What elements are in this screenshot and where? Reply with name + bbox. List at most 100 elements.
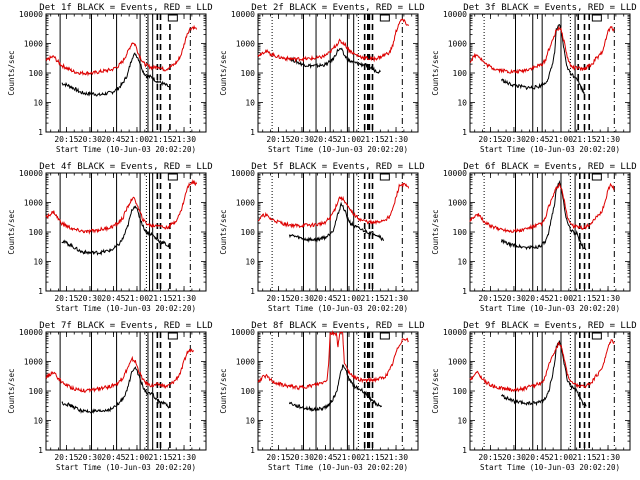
x-tick-label: 20:45 <box>525 135 549 144</box>
series-line-lld <box>257 18 410 63</box>
attenuator-box <box>591 332 602 340</box>
x-tick-label: 20:30 <box>290 135 314 144</box>
panel-title: Det 6f BLACK = Events, RED = LLD <box>463 162 636 172</box>
x-tick-label: 20:30 <box>290 294 314 303</box>
series-line-events <box>288 364 383 412</box>
y-tick-label: 10000 <box>19 328 43 337</box>
x-tick-label: 20:15 <box>266 294 290 303</box>
x-axis-label: Start Time (10-Jun-03 20:02:20) <box>268 304 408 313</box>
attenuator-box <box>379 173 390 181</box>
x-tick-label: 21:15 <box>360 294 384 303</box>
y-tick-label: 1 <box>462 128 467 137</box>
x-tick-label: 20:30 <box>502 294 526 303</box>
y-tick-label: 100 <box>241 69 256 78</box>
x-tick-label: 20:15 <box>266 453 290 462</box>
attenuator-box <box>591 14 602 22</box>
series-line-events <box>288 201 384 243</box>
x-tick-label: 21:15 <box>148 453 172 462</box>
x-axis-label: Start Time (10-Jun-03 20:02:20) <box>56 463 196 472</box>
panel-title: Det 2f BLACK = Events, RED = LLD <box>251 3 424 13</box>
y-tick-label: 1 <box>250 446 255 455</box>
y-tick-label: 10000 <box>19 169 43 178</box>
x-tick-label: 20:30 <box>290 453 314 462</box>
x-tick-label: 20:45 <box>313 135 337 144</box>
chart-panel-1: Det 1f BLACK = Events, RED = LLD 1 10 100 10… <box>7 3 213 154</box>
x-tick-label: 21:15 <box>360 135 384 144</box>
x-tick-label: 21:30 <box>172 294 196 303</box>
y-tick-label: 100 <box>241 387 256 396</box>
y-tick-label: 10 <box>457 99 467 108</box>
x-tick-label: 20:45 <box>525 294 549 303</box>
panel-title: Det 3f BLACK = Events, RED = LLD <box>463 3 636 13</box>
x-tick-label: 20:15 <box>478 135 502 144</box>
series-line-lld <box>45 179 198 235</box>
x-tick-label: 21:00 <box>125 453 149 462</box>
x-tick-label: 21:30 <box>172 135 196 144</box>
series-line-lld <box>45 348 194 394</box>
y-axis-label: Counts/sec <box>219 209 228 254</box>
y-tick-label: 100 <box>241 228 256 237</box>
x-axis-label: Start Time (10-Jun-03 20:02:20) <box>480 304 620 313</box>
series-line-events <box>500 23 585 94</box>
y-tick-label: 1 <box>250 128 255 137</box>
y-axis-label: Counts/sec <box>219 368 228 413</box>
x-tick-label: 20:45 <box>313 453 337 462</box>
chart-panel-7: Det 7f BLACK = Events, RED = LLD 1 10 100 10… <box>7 321 213 472</box>
x-tick-label: 20:30 <box>78 453 102 462</box>
x-tick-label: 20:30 <box>78 135 102 144</box>
x-tick-label: 21:30 <box>596 135 620 144</box>
attenuator-box <box>379 14 390 22</box>
y-tick-label: 10000 <box>231 169 255 178</box>
series-line-lld <box>469 339 615 393</box>
y-axis-label: Counts/sec <box>7 50 16 95</box>
series-line-events <box>61 366 171 415</box>
panel-title: Det 1f BLACK = Events, RED = LLD <box>39 3 212 13</box>
panel-title: Det 9f BLACK = Events, RED = LLD <box>463 321 636 331</box>
y-tick-label: 10000 <box>231 10 255 19</box>
x-tick-label: 21:30 <box>596 453 620 462</box>
series-line-lld <box>469 25 615 74</box>
y-tick-label: 100 <box>453 387 468 396</box>
x-tick-label: 21:00 <box>549 294 573 303</box>
y-tick-label: 1000 <box>448 199 467 208</box>
x-tick-label: 20:15 <box>54 453 78 462</box>
x-axis-label: Start Time (10-Jun-03 20:02:20) <box>56 304 196 313</box>
x-tick-label: 21:30 <box>172 453 196 462</box>
plot-frame <box>469 172 631 292</box>
plot-frame <box>45 13 207 133</box>
y-axis-label: Counts/sec <box>431 368 440 413</box>
x-tick-label: 21:15 <box>360 453 384 462</box>
series-line-events <box>288 47 381 74</box>
plot-frame <box>45 172 207 292</box>
x-tick-label: 20:45 <box>101 453 125 462</box>
x-axis-label: Start Time (10-Jun-03 20:02:20) <box>268 145 408 154</box>
x-tick-label: 21:15 <box>148 135 172 144</box>
y-tick-label: 10000 <box>443 328 467 337</box>
y-tick-label: 100 <box>453 228 468 237</box>
attenuator-box <box>379 332 390 340</box>
x-tick-label: 21:00 <box>337 294 361 303</box>
chart-panel-8: Det 8f BLACK = Events, RED = LLD 1 10 100 10… <box>219 321 425 472</box>
x-tick-label: 20:45 <box>101 135 125 144</box>
x-tick-label: 20:15 <box>266 135 290 144</box>
panel-title: Det 4f BLACK = Events, RED = LLD <box>39 162 212 172</box>
x-tick-label: 20:45 <box>525 453 549 462</box>
x-tick-label: 21:00 <box>337 135 361 144</box>
y-tick-label: 1 <box>462 446 467 455</box>
x-axis-label: Start Time (10-Jun-03 20:02:20) <box>480 145 620 154</box>
y-tick-label: 1000 <box>24 40 43 49</box>
x-tick-label: 20:30 <box>502 453 526 462</box>
attenuator-box <box>167 332 178 340</box>
x-axis-label: Start Time (10-Jun-03 20:02:20) <box>268 463 408 472</box>
chart-panel-5: Det 5f BLACK = Events, RED = LLD 1 10 100 10… <box>219 162 425 313</box>
x-tick-label: 20:15 <box>478 453 502 462</box>
plot-frame <box>257 13 419 133</box>
series-line-events <box>61 52 171 97</box>
x-tick-label: 21:00 <box>337 453 361 462</box>
panel-title: Det 8f BLACK = Events, RED = LLD <box>251 321 424 331</box>
x-tick-label: 21:30 <box>384 135 408 144</box>
x-axis-label: Start Time (10-Jun-03 20:02:20) <box>480 463 620 472</box>
y-tick-label: 1 <box>38 128 43 137</box>
